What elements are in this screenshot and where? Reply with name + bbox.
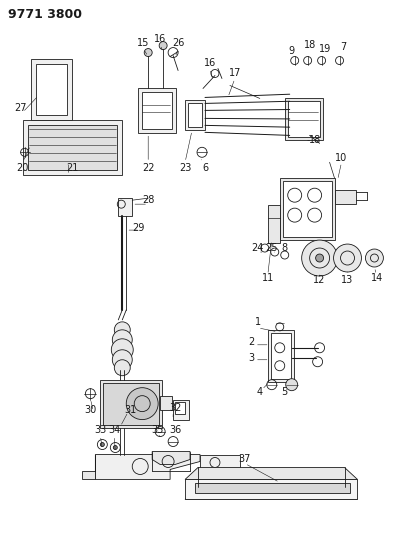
- Bar: [270, 333, 290, 379]
- Circle shape: [333, 244, 361, 272]
- Circle shape: [113, 446, 117, 449]
- Circle shape: [111, 339, 133, 361]
- Polygon shape: [152, 451, 190, 464]
- Text: 30: 30: [84, 405, 96, 415]
- Text: 12: 12: [312, 275, 325, 285]
- Circle shape: [315, 254, 323, 262]
- Bar: [27, 125, 117, 170]
- Text: 31: 31: [124, 405, 136, 415]
- Text: 8: 8: [281, 243, 287, 253]
- Text: 11: 11: [261, 273, 273, 283]
- Text: 16: 16: [203, 58, 216, 68]
- Circle shape: [159, 42, 167, 50]
- Polygon shape: [184, 467, 357, 480]
- Text: 18: 18: [308, 135, 320, 146]
- Bar: [22, 120, 122, 175]
- Circle shape: [100, 442, 104, 447]
- Bar: [287, 101, 319, 138]
- Bar: [267, 205, 279, 243]
- Circle shape: [126, 387, 158, 419]
- Text: 16: 16: [154, 34, 166, 44]
- Text: 15: 15: [137, 38, 149, 47]
- Text: 5: 5: [281, 386, 287, 397]
- Bar: [160, 395, 172, 410]
- Text: 22: 22: [142, 163, 154, 173]
- Text: 6: 6: [202, 163, 207, 173]
- Text: 7: 7: [339, 42, 346, 52]
- Circle shape: [285, 379, 297, 391]
- Text: 13: 13: [341, 275, 353, 285]
- Text: 23: 23: [178, 163, 191, 173]
- Bar: [142, 92, 172, 130]
- Circle shape: [114, 360, 130, 376]
- Bar: [267, 330, 293, 382]
- Text: 19: 19: [318, 44, 330, 54]
- Bar: [118, 198, 132, 216]
- Bar: [279, 178, 334, 240]
- Text: 4: 4: [256, 386, 262, 397]
- Bar: [184, 100, 204, 131]
- Bar: [282, 181, 331, 237]
- Bar: [100, 379, 162, 427]
- Bar: [138, 88, 176, 133]
- Text: 37: 37: [238, 455, 250, 464]
- Polygon shape: [184, 487, 357, 499]
- Text: 21: 21: [66, 163, 79, 173]
- Text: 32: 32: [169, 402, 181, 413]
- Circle shape: [144, 49, 152, 56]
- Bar: [334, 190, 355, 204]
- Circle shape: [112, 330, 132, 350]
- Text: 9771 3800: 9771 3800: [8, 8, 81, 21]
- Text: 34: 34: [108, 425, 120, 434]
- Bar: [195, 483, 348, 494]
- Text: 14: 14: [371, 273, 382, 283]
- Text: 9: 9: [288, 45, 294, 55]
- Bar: [188, 103, 202, 127]
- Text: 24: 24: [251, 243, 263, 253]
- Bar: [200, 455, 239, 472]
- Bar: [103, 383, 159, 425]
- Text: 18: 18: [303, 39, 315, 50]
- Text: 25: 25: [265, 243, 277, 253]
- Polygon shape: [184, 480, 357, 499]
- Text: 33: 33: [94, 425, 106, 434]
- Text: 2: 2: [248, 337, 254, 347]
- Circle shape: [301, 240, 337, 276]
- Text: 3: 3: [248, 353, 254, 363]
- Text: 27: 27: [14, 103, 27, 114]
- Polygon shape: [95, 455, 200, 480]
- Bar: [284, 99, 322, 140]
- Bar: [175, 402, 184, 414]
- Polygon shape: [82, 455, 95, 480]
- Text: 29: 29: [132, 223, 144, 233]
- Circle shape: [112, 350, 132, 370]
- Bar: [31, 59, 72, 120]
- Text: 26: 26: [171, 38, 184, 47]
- Circle shape: [364, 249, 382, 267]
- Text: 28: 28: [142, 195, 154, 205]
- Text: 17: 17: [228, 68, 240, 77]
- Text: 20: 20: [16, 163, 29, 173]
- Bar: [173, 400, 189, 419]
- Text: 35: 35: [151, 425, 163, 434]
- Circle shape: [114, 322, 130, 338]
- Text: 36: 36: [169, 425, 181, 434]
- Text: 10: 10: [335, 154, 347, 163]
- Text: 1: 1: [254, 317, 260, 327]
- Bar: [36, 63, 67, 116]
